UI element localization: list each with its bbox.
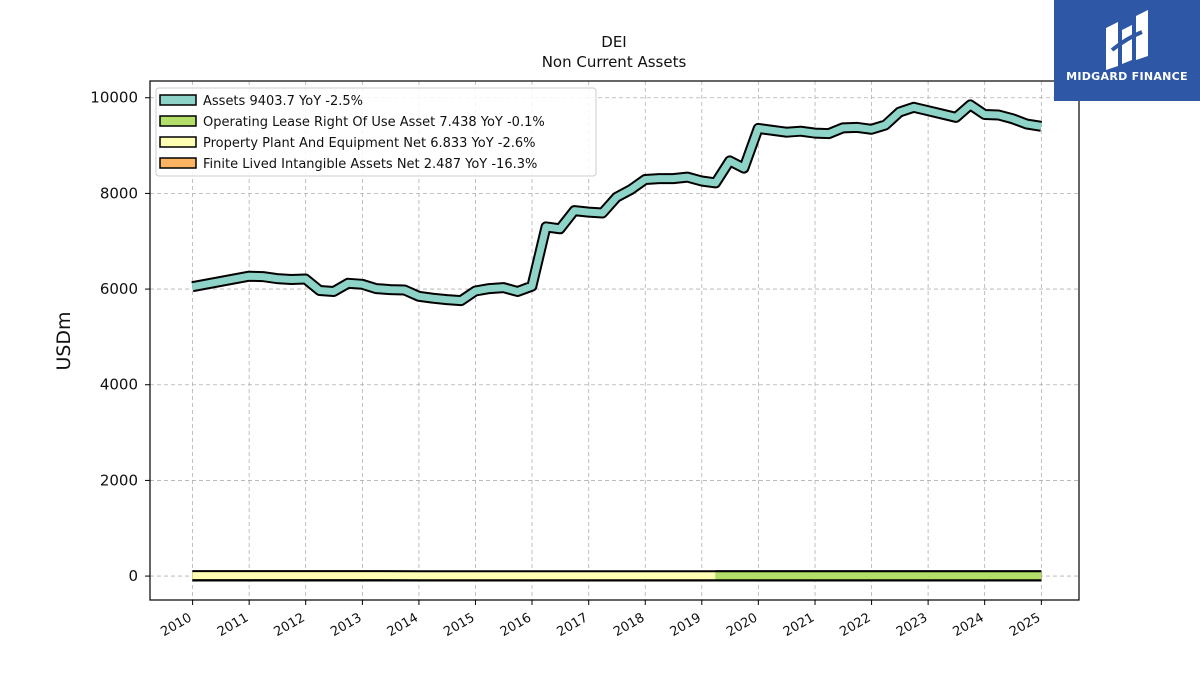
x-tick-label: 2014 [385,610,421,640]
series-assets [191,99,1043,307]
y-tick-label: 4000 [100,376,138,394]
legend-swatch [159,115,197,127]
x-tick-label: 2022 [837,610,873,640]
x-tick-label: 2017 [555,610,591,640]
x-tick-label: 2024 [950,610,986,640]
x-tick-label: 2010 [158,610,194,640]
y-tick-label: 0 [128,567,138,585]
x-tick-label: 2019 [668,610,704,640]
legend-label: Operating Lease Right Of Use Asset 7.438… [203,115,545,130]
x-tick-label: 2013 [328,610,364,640]
legend: Assets 9403.7 YoY -2.5% Operating Lease R… [155,87,597,177]
series-line [191,101,1042,305]
x-tick-label: 2021 [781,610,817,640]
legend-swatch [159,157,197,169]
y-tick-label: 6000 [100,280,138,298]
legend-label: Finite Lived Intangible Assets Net 2.487… [203,157,537,172]
legend-frame [155,87,597,177]
y-tick-label: 8000 [100,184,138,202]
x-tick-label: 2012 [272,610,308,640]
x-tick-label: 2016 [498,610,534,640]
legend-swatch [159,94,197,106]
legend-label: Assets 9403.7 YoY -2.5% [203,94,363,109]
x-tick-label: 2011 [215,610,251,640]
legend-label: Property Plant And Equipment Net 6.833 Y… [203,136,536,151]
brand-logo: MIDGARD FINANCE [1054,0,1200,101]
series-lines [191,99,1043,582]
x-tick-label: 2018 [611,610,647,640]
plot-frame [149,80,1080,601]
x-tick-label: 2015 [441,610,477,640]
x-tick-label: 2020 [724,610,760,640]
x-tick-label: 2025 [1007,610,1043,640]
legend-swatch [159,136,197,148]
x-tick-label: 2023 [894,610,930,640]
y-tick-label: 10000 [90,89,138,107]
y-tick-label: 2000 [100,471,138,489]
chart-subtitle: Non Current Assets [542,53,687,71]
midgard-logo-icon [1106,10,1148,70]
brand-name: MIDGARD FINANCE [1066,70,1188,83]
chart-title: DEI [601,33,626,51]
y-axis-label: USDm [53,311,75,370]
